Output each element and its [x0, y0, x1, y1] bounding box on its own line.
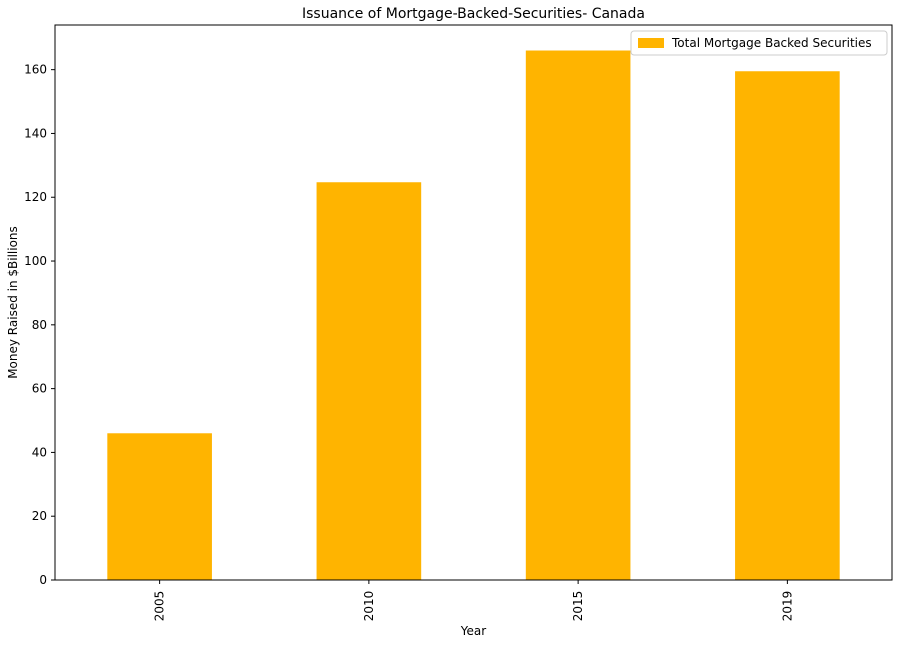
y-tick-label-160: 160 — [24, 63, 47, 77]
y-tick-label-120: 120 — [24, 190, 47, 204]
y-axis: 0 20 40 60 80 100 120 140 160 — [24, 63, 55, 587]
bar-2015 — [525, 50, 631, 581]
bars-group — [107, 50, 840, 581]
legend: Total Mortgage Backed Securities — [630, 30, 888, 56]
x-tick-label-2010: 2010 — [362, 591, 376, 622]
y-tick-label-20: 20 — [32, 509, 47, 523]
legend-label: Total Mortgage Backed Securities — [671, 36, 872, 50]
y-tick-label-140: 140 — [24, 126, 47, 140]
y-axis-label: Money Raised in $Billions — [6, 226, 20, 379]
bar-2010 — [316, 182, 422, 580]
x-axis: 2005 2010 2015 2019 — [153, 580, 794, 622]
x-tick-label-2019: 2019 — [780, 591, 794, 622]
y-tick-label-40: 40 — [32, 445, 47, 459]
plot-frame — [54, 24, 893, 581]
y-tick-label-60: 60 — [32, 382, 47, 396]
y-tick-label-100: 100 — [24, 254, 47, 268]
legend-swatch — [638, 38, 664, 48]
x-axis-label: Year — [460, 624, 486, 638]
legend-box — [630, 30, 888, 56]
y-tick-label-0: 0 — [39, 573, 47, 587]
x-tick-label-2005: 2005 — [153, 591, 167, 622]
bar-2005 — [107, 433, 212, 580]
x-tick-label-2015: 2015 — [571, 591, 585, 622]
y-tick-label-80: 80 — [32, 318, 47, 332]
bar-2019 — [735, 71, 840, 580]
chart-title: Issuance of Mortgage-Backed-Securities- … — [302, 6, 645, 22]
